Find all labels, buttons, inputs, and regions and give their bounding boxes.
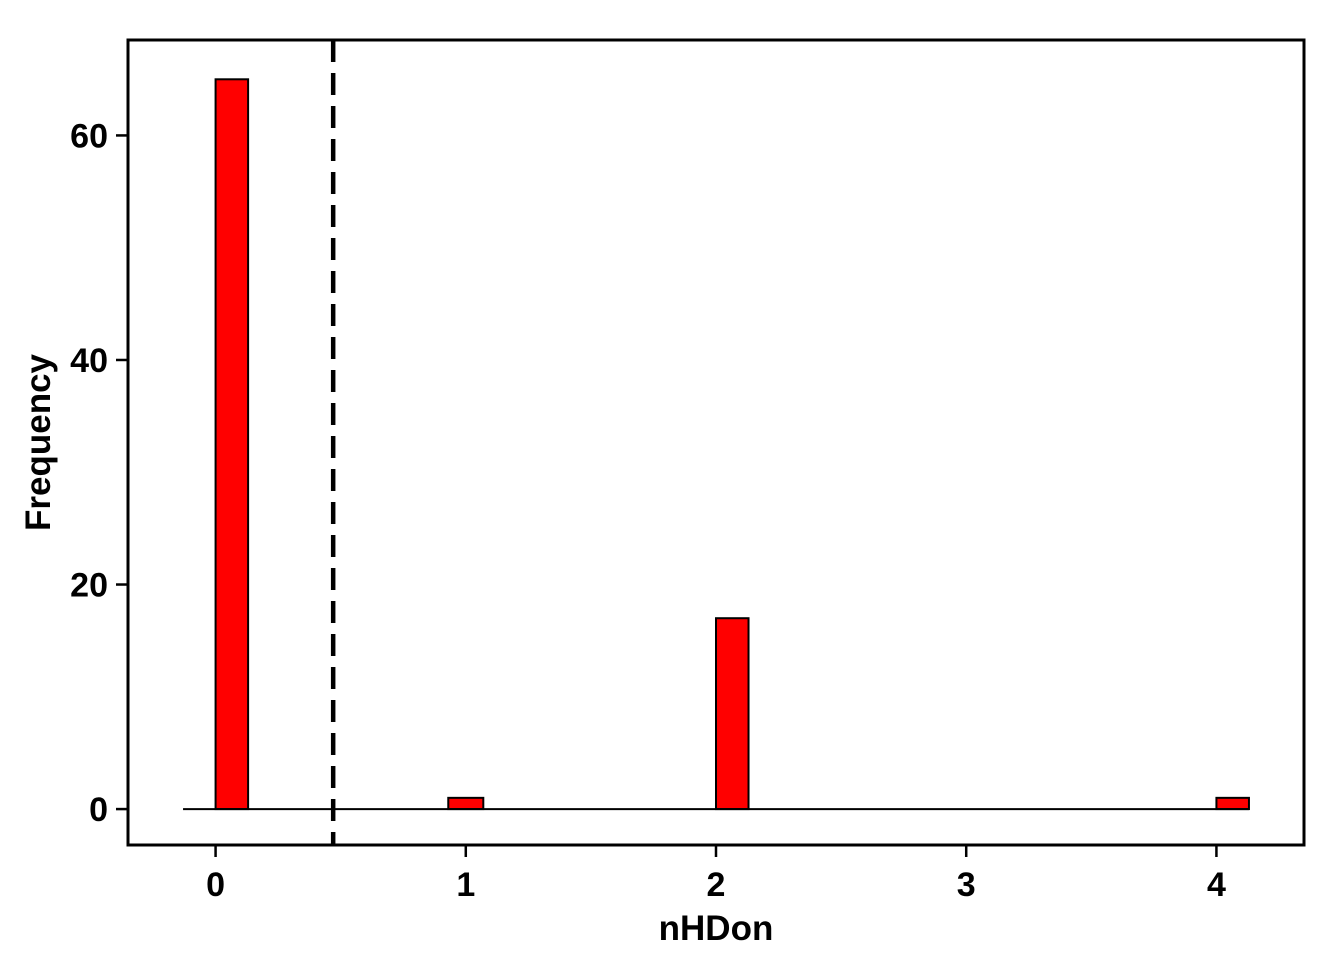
- x-axis-title: nHDon: [659, 909, 774, 948]
- y-axis-title: Frequency: [19, 353, 58, 531]
- x-tick-label-0: 0: [206, 866, 225, 904]
- y-tick-label-1: 20: [70, 567, 108, 605]
- bars-layer: [214, 78, 1250, 811]
- y-axis: 0 20 40 60: [70, 117, 128, 829]
- histogram-bar-2: [715, 617, 750, 811]
- histogram-bar-3: [1215, 796, 1250, 811]
- y-tick-label-2: 40: [70, 342, 108, 380]
- x-tick-label-4: 4: [1207, 866, 1226, 904]
- y-tick-label-0: 0: [89, 791, 108, 829]
- x-axis: 0 1 2 3 4: [206, 845, 1226, 904]
- x-tick-label-2: 2: [707, 866, 726, 904]
- x-tick-label-3: 3: [957, 866, 976, 904]
- x-tick-label-1: 1: [456, 866, 475, 904]
- histogram-bar-0: [214, 78, 250, 811]
- histogram-bar-1: [447, 796, 485, 811]
- y-tick-label-3: 60: [70, 117, 108, 155]
